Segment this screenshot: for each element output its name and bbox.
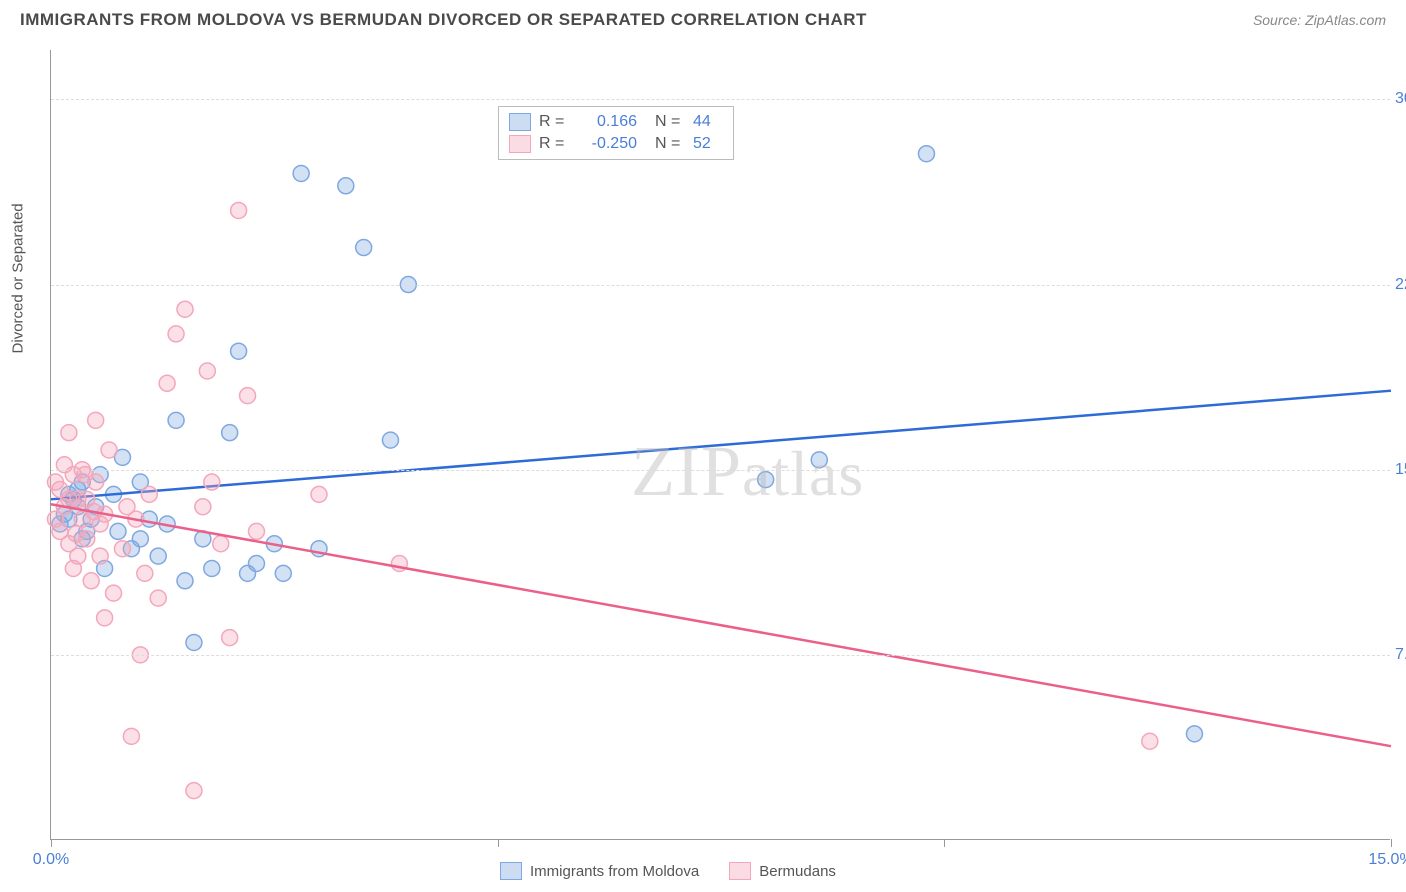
r-label: R = [539, 135, 569, 153]
n-label: N = [655, 113, 685, 131]
xtick [498, 839, 499, 847]
gridline-h [51, 655, 1390, 656]
data-point [68, 526, 84, 542]
data-point [177, 573, 193, 589]
data-point [311, 486, 327, 502]
data-point [811, 452, 827, 468]
data-point [150, 590, 166, 606]
gridline-h [51, 285, 1390, 286]
data-point [88, 412, 104, 428]
data-point [177, 301, 193, 317]
data-point [168, 326, 184, 342]
data-point [97, 610, 113, 626]
data-point [275, 565, 291, 581]
data-point [195, 499, 211, 515]
chart-title: IMMIGRANTS FROM MOLDOVA VS BERMUDAN DIVO… [20, 10, 867, 30]
data-point [222, 425, 238, 441]
xtick-label: 15.0% [1368, 851, 1406, 869]
data-point [248, 523, 264, 539]
swatch-moldova-icon [500, 862, 522, 880]
data-point [65, 560, 81, 576]
data-point [231, 202, 247, 218]
plot-region: ZIPatlas 7.5%15.0%22.5%30.0%0.0%15.0% [50, 50, 1390, 840]
data-point [222, 630, 238, 646]
data-point [52, 523, 68, 539]
data-point [186, 635, 202, 651]
r-label: R = [539, 113, 569, 131]
data-point [92, 548, 108, 564]
source: Source: ZipAtlas.com [1253, 12, 1386, 28]
data-point [1142, 733, 1158, 749]
chart-area: ZIPatlas 7.5%15.0%22.5%30.0%0.0%15.0% R … [50, 50, 1390, 840]
data-point [231, 343, 247, 359]
data-point [338, 178, 354, 194]
data-point [204, 560, 220, 576]
data-point [758, 472, 774, 488]
r-value-bermudans: -0.250 [577, 135, 637, 153]
n-value-moldova: 44 [693, 113, 723, 131]
ytick-label: 15.0% [1395, 461, 1406, 479]
data-point [199, 363, 215, 379]
legend-row-moldova: R = 0.166 N = 44 [509, 111, 723, 133]
data-point [248, 556, 264, 572]
data-point [918, 146, 934, 162]
ytick-label: 7.5% [1395, 646, 1406, 664]
stat-legend: R = 0.166 N = 44 R = -0.250 N = 52 [498, 106, 734, 160]
source-name: ZipAtlas.com [1305, 12, 1386, 28]
data-point [101, 442, 117, 458]
gridline-h [51, 470, 1390, 471]
source-label: Source: [1253, 12, 1301, 28]
xtick [944, 839, 945, 847]
y-axis-label: Divorced or Separated [10, 203, 27, 353]
n-value-bermudans: 52 [693, 135, 723, 153]
ytick-label: 30.0% [1395, 90, 1406, 108]
data-point [204, 474, 220, 490]
data-point [83, 573, 99, 589]
trend-line [51, 391, 1391, 500]
legend-item-moldova: Immigrants from Moldova [500, 862, 699, 880]
xtick [51, 839, 52, 847]
data-point [61, 425, 77, 441]
data-point [141, 486, 157, 502]
data-point [356, 240, 372, 256]
data-point [106, 585, 122, 601]
legend-row-bermudans: R = -0.250 N = 52 [509, 133, 723, 155]
data-point [159, 375, 175, 391]
legend-label-moldova: Immigrants from Moldova [530, 863, 699, 880]
xtick-label: 0.0% [33, 851, 69, 869]
data-point [213, 536, 229, 552]
scatter-svg [51, 50, 1391, 840]
data-point [1186, 726, 1202, 742]
data-point [186, 783, 202, 799]
n-label: N = [655, 135, 685, 153]
swatch-bermudans [509, 135, 531, 153]
data-point [114, 541, 130, 557]
data-point [150, 548, 166, 564]
data-point [168, 412, 184, 428]
trend-line [51, 504, 1391, 746]
r-value-moldova: 0.166 [577, 113, 637, 131]
swatch-moldova [509, 113, 531, 131]
legend-item-bermudans: Bermudans [729, 862, 836, 880]
bottom-legend: Immigrants from Moldova Bermudans [500, 862, 836, 880]
data-point [132, 531, 148, 547]
xtick [1391, 839, 1392, 847]
data-point [123, 728, 139, 744]
data-point [240, 388, 256, 404]
data-point [293, 165, 309, 181]
data-point [110, 523, 126, 539]
data-point [382, 432, 398, 448]
ytick-label: 22.5% [1395, 276, 1406, 294]
data-point [47, 474, 63, 490]
swatch-bermudans-icon [729, 862, 751, 880]
data-point [137, 565, 153, 581]
legend-label-bermudans: Bermudans [759, 863, 836, 880]
data-point [61, 491, 77, 507]
gridline-h [51, 99, 1390, 100]
